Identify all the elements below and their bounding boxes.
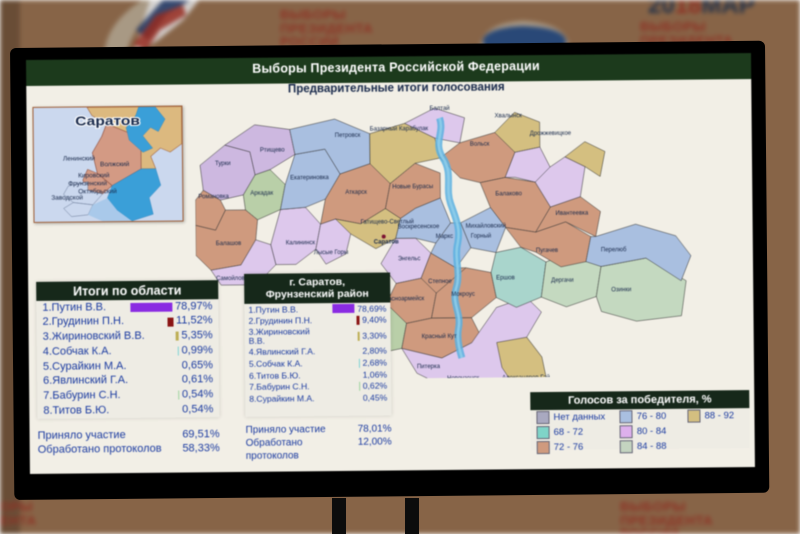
svg-text:Петровск: Петровск xyxy=(335,133,361,139)
svg-text:Аркадак: Аркадак xyxy=(250,191,273,197)
svg-text:Ершов: Ершов xyxy=(496,275,515,281)
svg-text:Маркс: Маркс xyxy=(436,234,453,240)
svg-text:Балаково: Балаково xyxy=(495,191,522,197)
svg-text:Калининск: Калининск xyxy=(286,240,316,246)
svg-text:Вольск: Вольск xyxy=(470,142,490,148)
svg-text:Питерка: Питерка xyxy=(417,364,441,370)
svg-text:Михайловский: Михайловский xyxy=(466,222,506,229)
svg-text:Новые Бурасы: Новые Бурасы xyxy=(392,184,433,190)
svg-text:Новоузенск: Новоузенск xyxy=(447,376,479,381)
svg-text:Саратов: Саратов xyxy=(374,239,399,245)
svg-text:Пугачев: Пугачев xyxy=(536,248,558,254)
svg-text:Ивантеевка: Ивантеевка xyxy=(555,211,588,217)
svg-text:Лысые Горы: Лысые Горы xyxy=(314,250,348,256)
svg-text:Хвалынск: Хвалынск xyxy=(495,113,523,119)
svg-text:Романовка: Романовка xyxy=(198,194,229,200)
svg-text:Озинки: Озинки xyxy=(611,287,631,293)
svg-text:Балашов: Балашов xyxy=(216,241,242,247)
svg-text:Воскресенское: Воскресенское xyxy=(398,224,440,230)
svg-text:Балтай: Балтай xyxy=(429,105,449,112)
svg-text:Горный: Горный xyxy=(471,233,492,240)
svg-text:Дрожжевицкое: Дрожжевицкое xyxy=(530,131,572,137)
svg-text:Екатериновка: Екатериновка xyxy=(290,175,329,181)
svg-text:Александров Гай: Александров Гай xyxy=(502,374,550,380)
svg-text:Дергачи: Дергачи xyxy=(551,278,574,284)
svg-text:Турки: Турки xyxy=(215,161,231,167)
svg-text:Ртищево: Ртищево xyxy=(260,148,285,154)
svg-text:Степное: Степное xyxy=(428,279,452,285)
svg-text:Аткарск: Аткарск xyxy=(345,190,367,196)
svg-text:Энгельс: Энгельс xyxy=(398,256,421,262)
svg-text:Мокроус: Мокроус xyxy=(451,292,475,298)
svg-text:Базарный Карабулак: Базарный Карабулак xyxy=(370,125,429,133)
svg-text:Красный Кут: Красный Кут xyxy=(422,333,457,340)
svg-text:Перелюб: Перелюб xyxy=(601,247,627,253)
svg-text:Саратов: Саратов xyxy=(75,114,140,129)
